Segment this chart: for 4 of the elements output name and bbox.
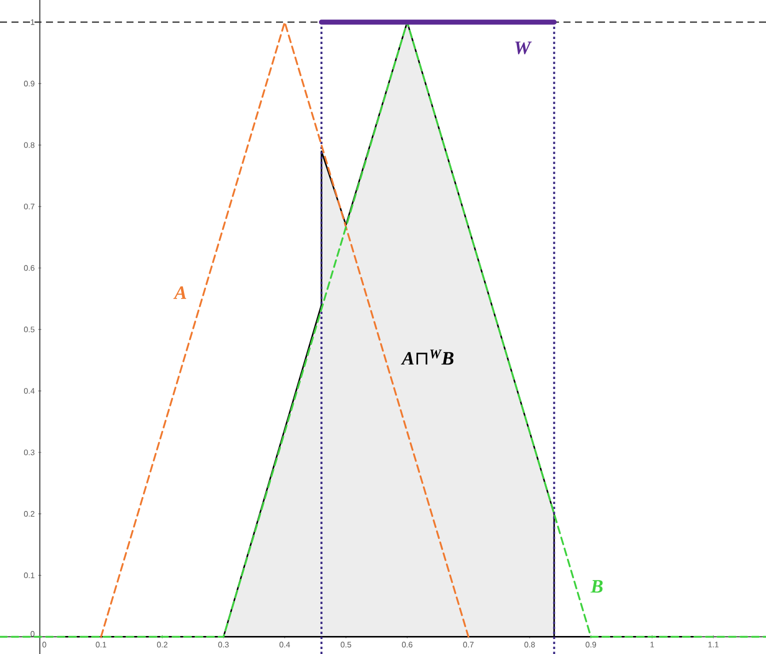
series-label: W xyxy=(515,42,532,54)
series-label: A xyxy=(173,286,186,299)
series-label: A⊓$^{W}$B xyxy=(400,350,454,365)
series-label: B xyxy=(590,580,603,593)
